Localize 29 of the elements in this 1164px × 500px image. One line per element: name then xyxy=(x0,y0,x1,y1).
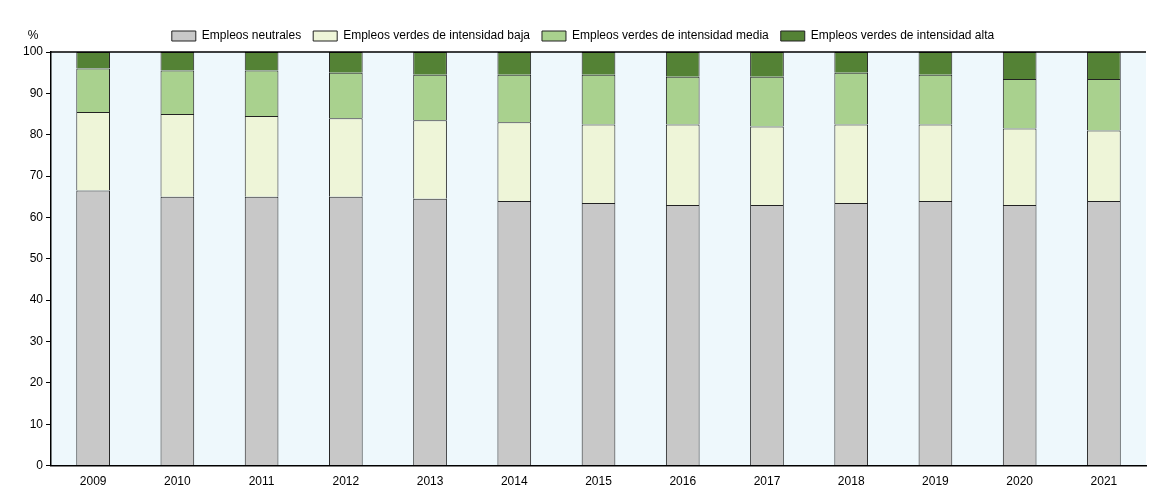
legend-label: Empleos verdes de intensidad baja xyxy=(343,28,531,43)
x-tick-label: 2014 xyxy=(500,474,528,489)
x-tick-label: 2017 xyxy=(753,474,781,489)
y-tick-label: 60 xyxy=(29,209,44,224)
y-tick-label: 20 xyxy=(29,375,44,390)
y-tick-label: 50 xyxy=(29,251,44,266)
x-tick-label: 2016 xyxy=(669,474,697,489)
y-axis-title: % xyxy=(27,28,39,43)
x-tick-label: 2021 xyxy=(1090,474,1118,489)
x-tick-label: 2019 xyxy=(922,474,950,489)
x-tick-label: 2009 xyxy=(79,474,107,489)
x-tick-label: 2015 xyxy=(585,474,613,489)
x-tick-label: 2013 xyxy=(416,474,444,489)
y-tick-label: 70 xyxy=(29,168,44,183)
x-tick-label: 2010 xyxy=(164,474,192,489)
y-tick-label: 80 xyxy=(29,127,44,142)
x-tick-label: 2012 xyxy=(332,474,360,489)
legend-label: Empleos neutrales xyxy=(201,28,302,43)
x-tick-label: 2011 xyxy=(248,474,275,489)
x-tick-label: 2020 xyxy=(1006,474,1034,489)
y-tick-label: 90 xyxy=(29,85,44,100)
legend-label: Empleos verdes de intensidad media xyxy=(571,28,770,43)
y-tick-label: 100 xyxy=(22,44,44,59)
y-tick-label: 0 xyxy=(36,457,44,472)
y-tick-label: 30 xyxy=(29,333,44,348)
x-tick-label: 2018 xyxy=(837,474,865,489)
y-tick-label: 40 xyxy=(29,292,44,307)
y-tick-label: 10 xyxy=(29,416,44,431)
legend-label: Empleos verdes de intensidad alta xyxy=(810,28,995,43)
